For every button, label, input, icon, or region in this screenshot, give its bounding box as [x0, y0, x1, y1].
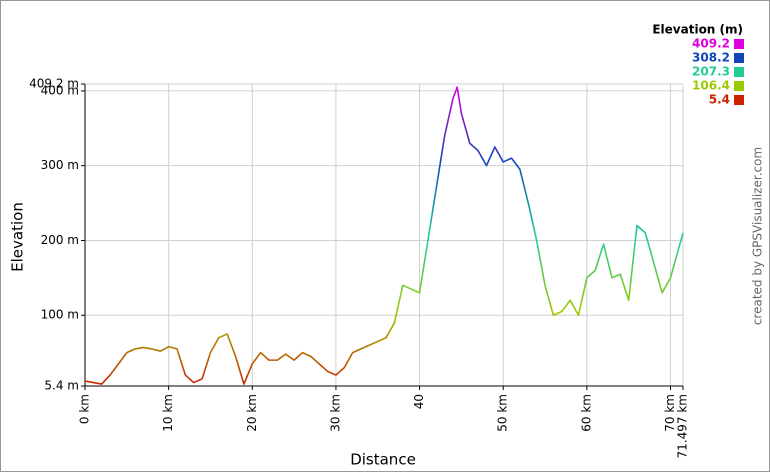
elevation-line	[84, 86, 684, 385]
legend-title: Elevation (m)	[652, 23, 743, 37]
y-axis-label: Elevation	[9, 202, 27, 272]
legend-label: 5.4	[709, 93, 730, 107]
x-tick-label: 60 km	[579, 394, 593, 432]
legend-swatch	[734, 39, 744, 49]
x-tick-label: 40	[412, 394, 426, 409]
x-tick-label: 50 km	[496, 394, 510, 432]
legend-swatch	[734, 53, 744, 63]
x-tick-label: 20 km	[245, 394, 259, 432]
y-tick-label: 5.4 m	[44, 379, 79, 393]
x-tick-label: 30 km	[328, 394, 342, 432]
legend-swatch	[734, 81, 744, 91]
y-tick-label: 200 m	[41, 233, 79, 247]
legend-label: 308.2	[692, 51, 730, 65]
y-tick-label: 400 m	[41, 83, 79, 97]
legend-label: 106.4	[692, 79, 730, 93]
legend-swatch	[734, 67, 744, 77]
x-tick-label: 70 km	[663, 394, 677, 432]
x-tick-label: 0 km	[78, 394, 92, 424]
legend-label: 409.2	[692, 37, 730, 51]
y-tick-label: 300 m	[41, 158, 79, 172]
x-axis-label: Distance	[350, 451, 416, 469]
legend-label: 207.3	[692, 65, 730, 79]
x-tick-label: 10 km	[161, 394, 175, 432]
y-tick-label: 100 m	[41, 308, 79, 322]
x-tick-label: 71.497 km	[676, 394, 690, 458]
credit: created by GPSVisualizer.com	[751, 147, 765, 325]
y-tick-label: 409.2 m	[29, 77, 79, 91]
legend-swatch	[734, 95, 744, 105]
